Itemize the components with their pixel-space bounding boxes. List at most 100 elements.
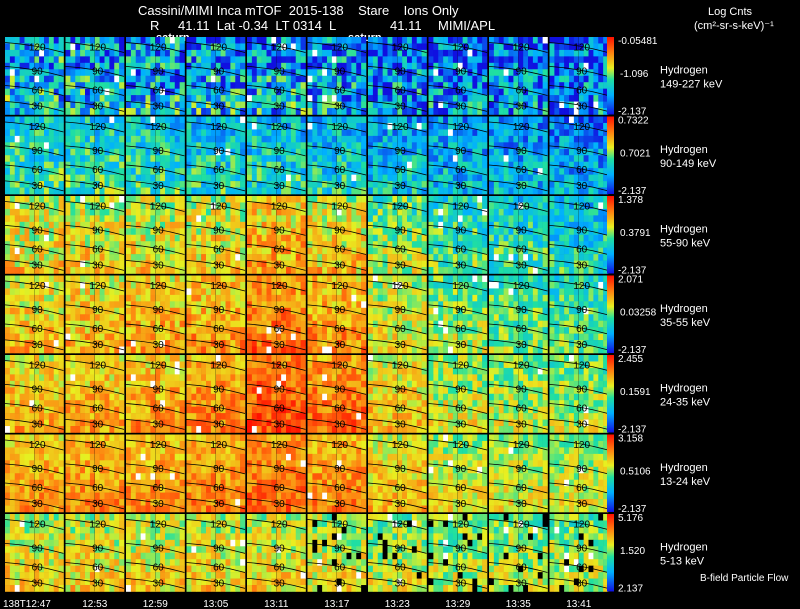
heatmap-cell bbox=[14, 174, 20, 182]
heatmap-cell bbox=[191, 254, 197, 261]
heatmap-cell bbox=[428, 174, 434, 182]
heatmap-cell bbox=[421, 174, 427, 182]
heatmap-cell bbox=[114, 101, 120, 109]
heatmap-cell bbox=[307, 196, 313, 203]
heatmap-cell bbox=[387, 181, 393, 188]
heatmap-cell bbox=[130, 187, 137, 195]
heatmap-cell bbox=[307, 129, 313, 137]
heatmap-cell bbox=[235, 228, 241, 236]
heatmap-cell bbox=[65, 116, 71, 124]
heatmap-cell bbox=[119, 181, 125, 188]
heatmap-cell bbox=[537, 135, 543, 143]
heatmap-cell bbox=[126, 37, 132, 44]
heatmap-cell bbox=[135, 241, 141, 248]
heatmap-cell bbox=[564, 108, 570, 115]
heatmap-cell bbox=[382, 75, 388, 83]
heatmap-cell bbox=[145, 129, 151, 137]
heatmap-cell bbox=[477, 108, 483, 115]
heatmap-cell bbox=[85, 122, 91, 130]
heatmap-cell bbox=[402, 228, 408, 236]
heatmap-cell bbox=[372, 62, 379, 70]
heatmap-cell bbox=[9, 208, 16, 216]
heatmap-cell bbox=[99, 234, 105, 242]
heatmap-cell bbox=[256, 43, 262, 51]
heatmap-cell bbox=[523, 122, 529, 130]
heatmap-cell bbox=[206, 208, 212, 216]
heatmap-cell bbox=[467, 221, 473, 229]
heatmap-cell bbox=[24, 314, 30, 322]
heatmap-cell bbox=[160, 260, 166, 268]
heatmap-cell bbox=[327, 254, 333, 261]
heatmap-cell bbox=[438, 116, 444, 124]
heatmap-cell bbox=[402, 88, 408, 96]
heatmap-cell bbox=[392, 95, 398, 102]
heatmap-cell bbox=[537, 88, 543, 96]
contour-label: 60 bbox=[32, 165, 44, 176]
heatmap-cell bbox=[251, 101, 258, 109]
heatmap-cell bbox=[559, 181, 565, 188]
heatmap-cell bbox=[75, 234, 81, 242]
heatmap-cell bbox=[89, 267, 96, 274]
heatmap-cell bbox=[85, 129, 91, 137]
heatmap-cell bbox=[416, 161, 422, 169]
heatmap-cell bbox=[114, 260, 120, 268]
heatmap-cell bbox=[286, 187, 292, 195]
heatmap-cell bbox=[428, 116, 434, 124]
heatmap-cell bbox=[276, 88, 282, 96]
heatmap-cell bbox=[307, 228, 313, 236]
heatmap-cell bbox=[276, 116, 282, 124]
heatmap-cell bbox=[80, 95, 86, 102]
heatmap-cell bbox=[588, 49, 594, 57]
heatmap-cell bbox=[528, 88, 534, 96]
heatmap-cell bbox=[85, 294, 91, 302]
heatmap-cell bbox=[220, 43, 226, 51]
heatmap-cell bbox=[387, 75, 393, 83]
heatmap-cell bbox=[99, 95, 105, 102]
heatmap-cell bbox=[564, 69, 570, 77]
heatmap-cell bbox=[24, 142, 30, 150]
heatmap-cell bbox=[603, 101, 609, 109]
heatmap-cell bbox=[351, 95, 357, 102]
heatmap-cell bbox=[19, 168, 25, 175]
heatmap-cell bbox=[210, 221, 217, 229]
heatmap-cell bbox=[266, 267, 272, 274]
heatmap-cell bbox=[135, 275, 141, 283]
heatmap-cell bbox=[94, 208, 100, 216]
heatmap-cell bbox=[135, 202, 141, 210]
heatmap-cell bbox=[196, 155, 202, 163]
heatmap-cell bbox=[537, 62, 543, 70]
heatmap-cell bbox=[210, 208, 217, 216]
contour-label: 60 bbox=[92, 245, 104, 256]
contour-label: 120 bbox=[331, 43, 348, 54]
heatmap-cell bbox=[549, 208, 555, 216]
heatmap-cell bbox=[528, 82, 534, 89]
heatmap-cell bbox=[295, 116, 301, 124]
heatmap-cell bbox=[341, 267, 347, 274]
heatmap-cell bbox=[528, 215, 534, 223]
heatmap-cell bbox=[29, 82, 35, 89]
heatmap-cell bbox=[160, 148, 166, 156]
heatmap-cell bbox=[191, 234, 197, 242]
heatmap-cell bbox=[569, 62, 575, 70]
heatmap-cell bbox=[498, 69, 504, 77]
heatmap-cell bbox=[295, 181, 301, 188]
heatmap-cell bbox=[331, 161, 338, 169]
heatmap-cell bbox=[407, 208, 413, 216]
heatmap-cell bbox=[312, 62, 318, 70]
heatmap-cell bbox=[498, 56, 504, 64]
heatmap-cell bbox=[382, 135, 388, 143]
heatmap-cell bbox=[327, 215, 333, 223]
heatmap-cell bbox=[290, 122, 297, 130]
heatmap-cell bbox=[247, 49, 253, 57]
heatmap-cell bbox=[290, 202, 297, 210]
heatmap-cell bbox=[89, 247, 96, 255]
heatmap-cell bbox=[368, 155, 374, 163]
heatmap-cell bbox=[70, 301, 76, 309]
heatmap-cell bbox=[508, 69, 514, 77]
contour-label: 120 bbox=[29, 122, 46, 133]
heatmap-cell bbox=[206, 221, 212, 229]
heatmap-cell bbox=[155, 254, 161, 261]
heatmap-cell bbox=[312, 221, 318, 229]
heatmap-cell bbox=[266, 174, 272, 182]
heatmap-cell bbox=[53, 75, 59, 83]
